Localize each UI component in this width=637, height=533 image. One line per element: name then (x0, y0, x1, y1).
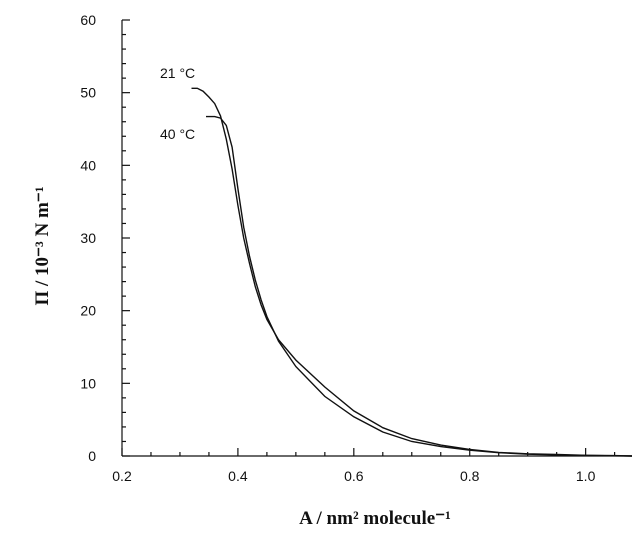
y-tick-label: 10 (80, 375, 96, 391)
x-tick-label: 0.2 (112, 468, 132, 484)
x-tick-label: 0.4 (228, 468, 248, 484)
x-tick-label: 1.0 (576, 468, 596, 484)
annotation-40c: 40 °C (160, 126, 195, 142)
annotation-21c: 21 °C (160, 65, 195, 81)
y-tick-label: 0 (88, 448, 96, 464)
y-tick-label: 50 (80, 85, 96, 101)
y-tick-label: 30 (80, 230, 96, 246)
curves (191, 87, 633, 457)
x-tick-label: 0.8 (460, 468, 480, 484)
labels: 0.2 0.4 0.6 0.8 1.0 0 10 20 30 40 50 60 (80, 12, 595, 484)
axes (121, 19, 632, 457)
x-axis-title: A / nm² molecule⁻¹ (299, 508, 451, 529)
y-tick-label: 20 (80, 303, 96, 319)
series-line-21c (191, 87, 633, 457)
y-axis-title: Π / 10⁻³ N m⁻¹ (32, 186, 53, 305)
y-tick-label: 40 (80, 157, 96, 173)
series-line-40c (206, 115, 633, 457)
x-tick-label: 0.6 (344, 468, 364, 484)
y-tick-label: 60 (80, 12, 96, 28)
